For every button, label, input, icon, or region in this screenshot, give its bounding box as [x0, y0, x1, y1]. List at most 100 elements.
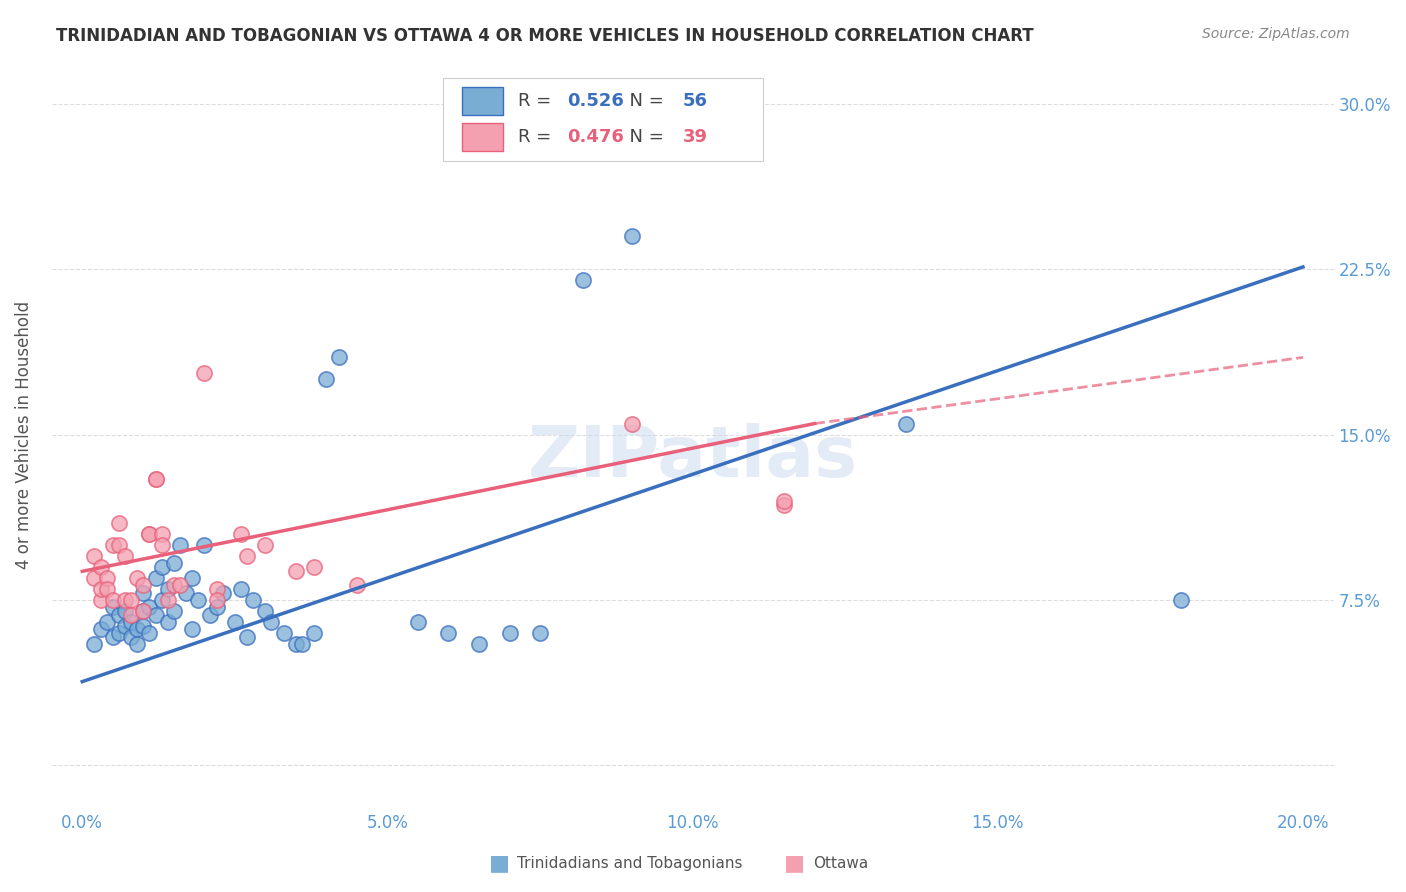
Point: [200, 608, 222, 623]
Point: [138, 626, 160, 640]
Point: [156, 582, 179, 596]
Point: [83, 549, 105, 563]
Point: [181, 622, 204, 636]
Point: [437, 626, 460, 640]
Text: ■: ■: [785, 854, 804, 873]
Point: [150, 538, 173, 552]
Point: [260, 615, 283, 629]
Text: Source: ZipAtlas.com: Source: ZipAtlas.com: [1202, 27, 1350, 41]
Bar: [443, 78, 763, 161]
Point: [229, 526, 252, 541]
Point: [163, 577, 186, 591]
Point: [132, 604, 155, 618]
Point: [108, 626, 131, 640]
Point: [114, 604, 136, 618]
Point: [302, 560, 325, 574]
Point: [132, 577, 155, 591]
Point: [273, 626, 295, 640]
Text: N =: N =: [619, 128, 669, 146]
Point: [150, 593, 173, 607]
Text: ZIPatlas: ZIPatlas: [527, 423, 858, 491]
Y-axis label: 4 or more Vehicles in Household: 4 or more Vehicles in Household: [15, 301, 32, 568]
Point: [406, 615, 429, 629]
Bar: [463, 87, 503, 115]
Point: [896, 417, 918, 431]
Point: [571, 273, 593, 287]
Point: [108, 608, 131, 623]
Point: [498, 626, 520, 640]
Text: Ottawa: Ottawa: [813, 856, 868, 871]
Point: [145, 472, 167, 486]
Point: [181, 571, 204, 585]
Point: [1170, 593, 1192, 607]
Point: [101, 599, 124, 614]
Point: [96, 615, 118, 629]
Point: [120, 631, 142, 645]
Point: [120, 615, 142, 629]
Text: R =: R =: [519, 92, 557, 110]
Point: [156, 615, 179, 629]
Point: [302, 626, 325, 640]
Point: [163, 556, 186, 570]
Bar: [463, 122, 503, 151]
Point: [150, 526, 173, 541]
Point: [284, 637, 307, 651]
Point: [169, 538, 191, 552]
Point: [114, 593, 136, 607]
Text: R =: R =: [519, 128, 557, 146]
Point: [127, 622, 149, 636]
Text: TRINIDADIAN AND TOBAGONIAN VS OTTAWA 4 OR MORE VEHICLES IN HOUSEHOLD CORRELATION: TRINIDADIAN AND TOBAGONIAN VS OTTAWA 4 O…: [56, 27, 1033, 45]
Point: [108, 516, 131, 530]
Point: [193, 538, 215, 552]
Point: [205, 593, 228, 607]
Point: [90, 560, 112, 574]
Point: [346, 577, 368, 591]
Text: ■: ■: [489, 854, 509, 873]
Point: [90, 622, 112, 636]
Point: [132, 586, 155, 600]
Point: [236, 549, 259, 563]
Point: [211, 586, 233, 600]
Point: [773, 498, 796, 512]
Point: [101, 538, 124, 552]
Point: [328, 351, 350, 365]
Point: [529, 626, 551, 640]
Point: [120, 608, 142, 623]
Point: [145, 571, 167, 585]
Point: [145, 608, 167, 623]
Point: [156, 593, 179, 607]
Point: [284, 564, 307, 578]
Text: 39: 39: [682, 128, 707, 146]
Point: [773, 493, 796, 508]
Point: [205, 599, 228, 614]
Point: [138, 526, 160, 541]
Point: [120, 593, 142, 607]
Point: [138, 599, 160, 614]
Point: [205, 582, 228, 596]
Point: [620, 417, 643, 431]
Point: [90, 582, 112, 596]
Point: [242, 593, 264, 607]
Point: [163, 604, 186, 618]
Point: [145, 472, 167, 486]
Text: 56: 56: [682, 92, 707, 110]
Point: [224, 615, 246, 629]
Point: [254, 604, 277, 618]
Text: N =: N =: [619, 92, 669, 110]
Point: [620, 229, 643, 244]
Point: [187, 593, 209, 607]
Point: [114, 549, 136, 563]
Point: [101, 631, 124, 645]
Point: [90, 593, 112, 607]
Point: [83, 571, 105, 585]
Point: [193, 366, 215, 380]
Point: [101, 593, 124, 607]
Point: [229, 582, 252, 596]
Point: [132, 619, 155, 633]
Text: 0.476: 0.476: [567, 128, 624, 146]
Point: [96, 571, 118, 585]
Point: [468, 637, 491, 651]
Point: [127, 571, 149, 585]
Point: [132, 604, 155, 618]
Text: Trinidadians and Tobagonians: Trinidadians and Tobagonians: [517, 856, 742, 871]
